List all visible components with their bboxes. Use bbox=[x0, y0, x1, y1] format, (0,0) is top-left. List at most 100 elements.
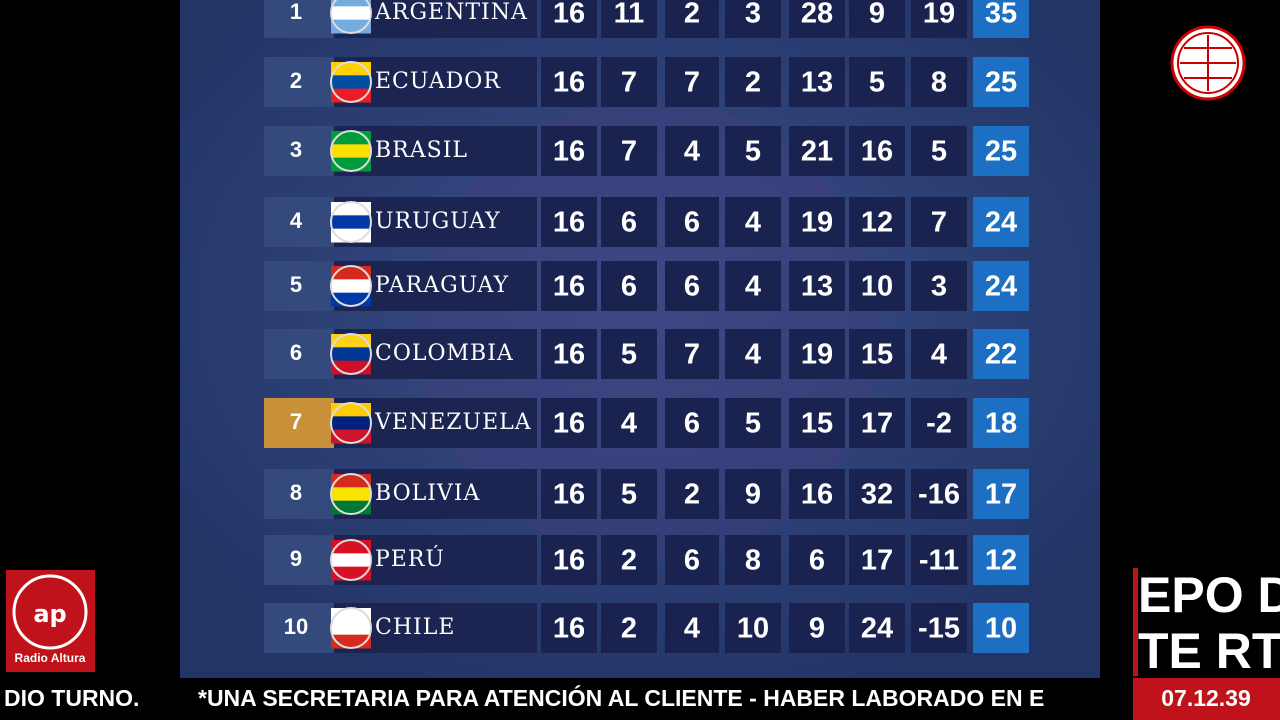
stat-cell bbox=[789, 398, 845, 448]
team-name: PARAGUAY bbox=[375, 273, 509, 298]
flag-ring bbox=[330, 130, 372, 172]
stat-cell bbox=[849, 603, 905, 653]
radio-logo-label: Radio Altura bbox=[15, 651, 86, 665]
stat-value: 4 bbox=[931, 339, 947, 371]
stat-value: 2 bbox=[684, 479, 700, 511]
stat-value: 19 bbox=[923, 0, 955, 30]
stat-value: 16 bbox=[801, 479, 833, 511]
stat-cell bbox=[911, 603, 967, 653]
flag-stripe bbox=[331, 6, 371, 21]
stat-value: 7 bbox=[684, 67, 700, 99]
position-cell bbox=[264, 197, 334, 247]
ticker-bar bbox=[0, 678, 1280, 720]
stat-value: 10 bbox=[861, 271, 893, 303]
stat-value: 16 bbox=[553, 613, 585, 645]
stat-value: 16 bbox=[553, 408, 585, 440]
stat-cell bbox=[665, 535, 719, 585]
stat-cell bbox=[911, 261, 967, 311]
stat-value: 6 bbox=[621, 207, 637, 239]
stat-value: 16 bbox=[553, 0, 585, 30]
stat-cell bbox=[973, 126, 1029, 176]
stat-cell bbox=[665, 261, 719, 311]
stat-cell bbox=[725, 197, 781, 247]
stat-value: 5 bbox=[621, 339, 637, 371]
flag-stripe bbox=[331, 0, 371, 7]
flag-stripe bbox=[331, 144, 371, 159]
stat-value: 9 bbox=[809, 613, 825, 645]
stat-cell bbox=[725, 398, 781, 448]
stat-cell bbox=[849, 469, 905, 519]
stat-cell bbox=[541, 398, 597, 448]
stat-cell bbox=[911, 535, 967, 585]
stat-cell bbox=[601, 126, 657, 176]
clock-box bbox=[1133, 678, 1280, 720]
stat-cell bbox=[789, 197, 845, 247]
flag-ring bbox=[330, 607, 372, 649]
stat-value: 7 bbox=[931, 207, 947, 239]
stat-value: 16 bbox=[553, 67, 585, 99]
stat-cell bbox=[601, 469, 657, 519]
stat-value: 7 bbox=[684, 339, 700, 371]
stat-value: 4 bbox=[684, 613, 700, 645]
stat-value: 7 bbox=[621, 67, 637, 99]
stat-cell bbox=[789, 603, 845, 653]
stat-value: 25 bbox=[985, 67, 1017, 99]
flag-stripe bbox=[331, 553, 371, 568]
stat-cell bbox=[849, 535, 905, 585]
stat-cell bbox=[973, 398, 1029, 448]
stat-cell bbox=[849, 126, 905, 176]
stat-cell bbox=[665, 57, 719, 107]
position-cell bbox=[264, 603, 334, 653]
flag-stripe bbox=[331, 416, 371, 431]
stat-cell bbox=[911, 126, 967, 176]
stat-cell bbox=[541, 469, 597, 519]
stat-value: 5 bbox=[745, 136, 761, 168]
radio-logo-globe bbox=[12, 574, 88, 650]
flag-ring bbox=[330, 265, 372, 307]
stat-cell bbox=[541, 0, 597, 38]
stat-value: 12 bbox=[985, 545, 1017, 577]
flag-stripe bbox=[331, 279, 371, 294]
stat-value: 17 bbox=[861, 545, 893, 577]
stat-value: 22 bbox=[985, 339, 1017, 371]
position-cell bbox=[264, 329, 334, 379]
flag-ring bbox=[330, 0, 372, 34]
stat-value: -15 bbox=[918, 613, 960, 645]
stat-cell bbox=[725, 57, 781, 107]
flag-stripe bbox=[331, 347, 371, 362]
team-name: PERÚ bbox=[375, 545, 445, 572]
stat-value: 16 bbox=[553, 479, 585, 511]
logo-lines bbox=[1180, 35, 1236, 91]
team-name: CHILE bbox=[375, 615, 455, 640]
stat-cell bbox=[601, 197, 657, 247]
stat-value: 8 bbox=[745, 545, 761, 577]
stat-cell bbox=[541, 261, 597, 311]
stat-cell bbox=[973, 0, 1029, 38]
stat-value: 6 bbox=[684, 271, 700, 303]
position-cell bbox=[264, 535, 334, 585]
stat-cell bbox=[725, 469, 781, 519]
stat-cell bbox=[541, 535, 597, 585]
stat-cell bbox=[789, 535, 845, 585]
position: 4 bbox=[290, 208, 303, 233]
stat-cell bbox=[725, 261, 781, 311]
stat-cell bbox=[541, 126, 597, 176]
flag-ring bbox=[330, 61, 372, 103]
flag-stripe bbox=[331, 487, 371, 502]
stat-value: 18 bbox=[985, 408, 1017, 440]
stat-cell bbox=[541, 57, 597, 107]
stat-cell bbox=[665, 329, 719, 379]
stat-cell bbox=[665, 126, 719, 176]
team-name: ECUADOR bbox=[375, 69, 501, 94]
position: 2 bbox=[290, 68, 302, 93]
stat-cell bbox=[725, 329, 781, 379]
stat-cell bbox=[911, 197, 967, 247]
stat-value: 4 bbox=[745, 207, 761, 239]
position-cell bbox=[264, 261, 334, 311]
position-cell bbox=[264, 469, 334, 519]
stat-cell bbox=[541, 603, 597, 653]
stat-cell bbox=[725, 603, 781, 653]
stat-value: 16 bbox=[553, 339, 585, 371]
stat-cell bbox=[789, 57, 845, 107]
stat-cell bbox=[973, 261, 1029, 311]
